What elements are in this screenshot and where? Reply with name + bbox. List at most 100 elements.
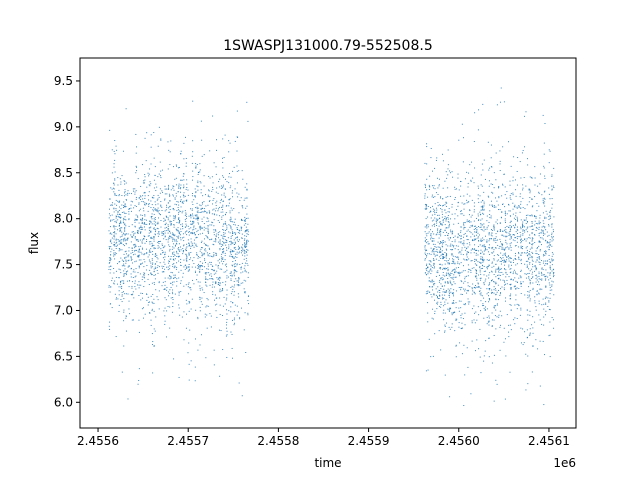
data-point [185,250,187,252]
data-point [111,172,113,174]
data-point [236,263,238,265]
data-point [493,172,495,174]
data-point [185,220,187,222]
data-point [495,305,496,307]
data-point [233,166,235,168]
data-point [232,242,234,244]
data-point [503,259,505,261]
data-point [477,261,479,263]
data-point [161,231,163,233]
data-point [447,270,449,272]
data-point [186,257,188,259]
data-point [113,225,115,227]
data-point [220,199,222,201]
data-point [172,232,174,234]
data-point [151,213,153,215]
data-point [135,275,137,277]
data-point [524,331,526,333]
data-point [225,324,227,326]
data-point [199,163,201,165]
data-point [197,257,199,259]
data-point [497,299,499,301]
data-point [495,206,497,208]
data-point [164,254,166,256]
data-point [114,140,116,142]
data-point [457,222,459,224]
data-point [212,269,214,271]
data-point [463,244,465,246]
data-point [437,246,439,248]
data-point [447,245,449,247]
data-point [457,263,459,265]
data-point [534,300,536,302]
data-point [186,234,188,236]
data-point [188,245,190,247]
data-point [466,259,468,261]
data-point [228,202,230,204]
data-point [548,335,550,337]
data-point [491,289,493,291]
data-point [244,250,246,252]
data-point [444,312,446,314]
data-point [430,147,432,149]
data-point [522,221,524,223]
data-point [532,237,534,239]
data-point [455,302,457,304]
data-point [222,200,224,202]
data-point [442,246,444,248]
data-point [451,231,453,233]
data-point [520,254,522,256]
data-point [143,277,145,279]
data-point [247,272,249,274]
data-point [210,278,212,280]
data-point [167,306,169,308]
data-point [439,292,441,294]
data-point [233,275,235,277]
data-point [138,379,140,381]
data-point [178,247,180,249]
data-point [164,232,166,234]
data-point [486,259,488,261]
data-point [187,225,189,227]
data-point [460,314,462,316]
data-point [472,233,474,235]
data-point [520,234,522,236]
data-point [516,287,518,289]
data-point [544,298,546,300]
data-point [141,214,143,216]
data-point [236,251,238,253]
data-point [467,186,469,188]
data-point [109,226,111,228]
data-point [520,247,522,249]
data-point [197,186,199,188]
data-point [120,241,122,243]
data-point [448,294,450,296]
data-point [551,284,553,286]
data-point [224,134,226,136]
data-point [236,271,238,273]
data-point [215,238,217,240]
data-point [133,234,135,236]
data-point [447,281,449,283]
data-point [436,248,438,250]
data-point [150,221,152,223]
data-point [499,294,501,296]
data-point [124,234,126,236]
data-point [486,293,488,295]
data-point [231,333,233,335]
data-point [425,264,427,266]
data-point [172,240,174,242]
data-point [520,276,522,278]
data-point [468,201,470,203]
data-point [243,249,245,251]
data-point [512,271,514,273]
data-point [205,243,207,245]
data-point [236,280,238,282]
data-point [212,278,214,280]
data-point [449,170,451,172]
data-point [499,260,501,262]
data-point [454,262,456,264]
data-point [135,249,137,251]
data-point [135,152,137,154]
data-point [231,347,233,349]
